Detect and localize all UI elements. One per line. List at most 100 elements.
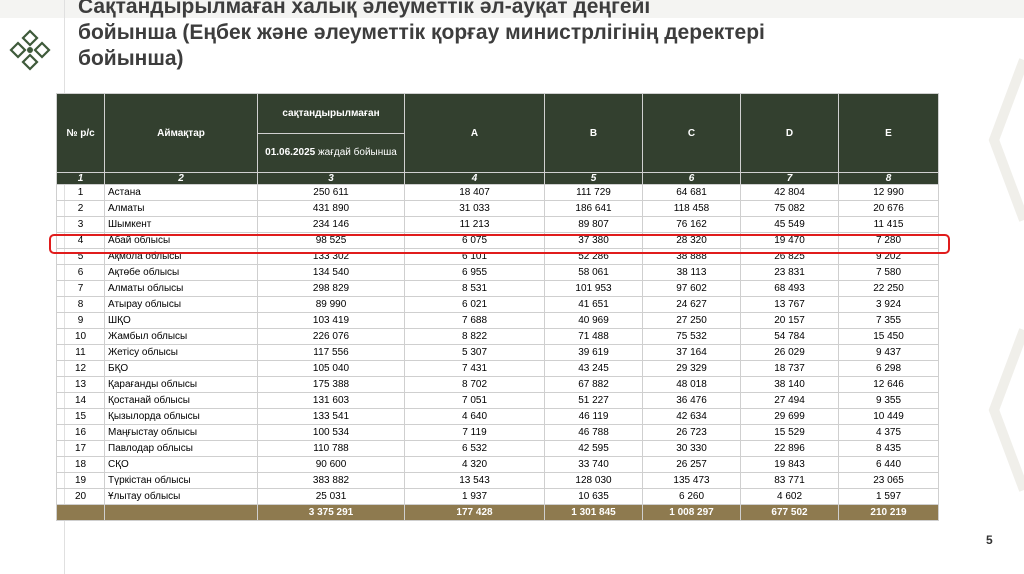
cell-c: 26 257 (642, 456, 741, 473)
cell-c: 30 330 (642, 440, 741, 457)
table-row: 1 Астана 250 611 18 407 111 729 64 681 42 804 1… (56, 184, 939, 201)
cell-region: Ақтөбе облысы (104, 264, 258, 281)
cell-number: 3 (56, 216, 105, 233)
cell-c: 26 723 (642, 424, 741, 441)
cell-uninsured: 431 890 (257, 200, 405, 217)
cell-e: 11 415 (838, 216, 939, 233)
col-number: 6 (642, 172, 741, 185)
cell-c: 36 476 (642, 392, 741, 409)
cell-region: БҚО (104, 360, 258, 377)
cell-a: 5 307 (404, 344, 545, 361)
table-row: 15 Қызылорда облысы 133 541 4 640 46 119 42 6… (56, 408, 939, 425)
cell-number: 9 (56, 312, 105, 329)
total-cell-b: 1 301 845 (544, 504, 643, 521)
table-row: 16 Маңғыстау облысы 100 534 7 119 46 788 26 7… (56, 424, 939, 441)
cell-region: СҚО (104, 456, 258, 473)
cell-region: Павлодар облысы (104, 440, 258, 457)
cell-number: 10 (56, 328, 105, 345)
table-row: 9 ШҚО 103 419 7 688 40 969 27 250 20 157 7 355 (56, 312, 939, 329)
cell-number: 11 (56, 344, 105, 361)
cell-number: 14 (56, 392, 105, 409)
header-e: E (838, 93, 939, 173)
cell-d: 29 699 (740, 408, 839, 425)
cell-c: 6 260 (642, 488, 741, 505)
total-cell-e: 210 219 (838, 504, 939, 521)
cell-region: Қарағанды облысы (104, 376, 258, 393)
col-number: 3 (257, 172, 405, 185)
cell-uninsured: 134 540 (257, 264, 405, 281)
cell-a: 18 407 (404, 184, 545, 201)
col-number: 5 (544, 172, 643, 185)
header-date: 01.06.2025 жағдай бойынша (257, 132, 405, 173)
table-row: 18 СҚО 90 600 4 320 33 740 26 257 19 843 6 440 (56, 456, 939, 473)
page-title: Сақтандырылмаған халық әлеуметтік әл-ауқ… (78, 0, 978, 72)
cell-e: 22 250 (838, 280, 939, 297)
cell-d: 23 831 (740, 264, 839, 281)
col-number: 8 (838, 172, 939, 185)
cell-a: 31 033 (404, 200, 545, 217)
title-line-3: бойынша) (78, 47, 184, 70)
header-date-value: 01.06.2025 (265, 147, 316, 159)
cell-a: 6 532 (404, 440, 545, 457)
table-row: 17 Павлодар облысы 110 788 6 532 42 595 30 33… (56, 440, 939, 457)
cell-c: 37 164 (642, 344, 741, 361)
cell-d: 68 493 (740, 280, 839, 297)
page-number: 5 (986, 533, 993, 547)
cell-uninsured: 226 076 (257, 328, 405, 345)
cell-c: 27 250 (642, 312, 741, 329)
highlight-box (49, 234, 950, 254)
cell-uninsured: 105 040 (257, 360, 405, 377)
cell-region: Астана (104, 184, 258, 201)
table-row: 6 Ақтөбе облысы 134 540 6 955 58 061 38 113 23… (56, 264, 939, 281)
table-row: 3 Шымкент 234 146 11 213 89 807 76 162 45 549 1… (56, 216, 939, 233)
cell-e: 7 580 (838, 264, 939, 281)
cell-a: 13 543 (404, 472, 545, 489)
total-cell-region (104, 504, 258, 521)
header-c: C (642, 93, 741, 173)
cell-region: Алматы (104, 200, 258, 217)
cell-b: 33 740 (544, 456, 643, 473)
cell-number: 19 (56, 472, 105, 489)
cell-e: 10 449 (838, 408, 939, 425)
table-row: 20 Ұлытау облысы 25 031 1 937 10 635 6 260 4 6… (56, 488, 939, 505)
col-number: 4 (404, 172, 545, 185)
cell-uninsured: 103 419 (257, 312, 405, 329)
cell-b: 39 619 (544, 344, 643, 361)
cell-c: 38 113 (642, 264, 741, 281)
col-number: 7 (740, 172, 839, 185)
cell-b: 46 788 (544, 424, 643, 441)
cell-d: 83 771 (740, 472, 839, 489)
table-row: 2 Алматы 431 890 31 033 186 641 118 458 75 082… (56, 200, 939, 217)
cell-c: 42 634 (642, 408, 741, 425)
cell-b: 40 969 (544, 312, 643, 329)
cell-uninsured: 298 829 (257, 280, 405, 297)
column-number-row: 1 2 3 4 5 6 7 8 (56, 172, 939, 185)
cell-a: 8 531 (404, 280, 545, 297)
cell-c: 24 627 (642, 296, 741, 313)
cell-uninsured: 131 603 (257, 392, 405, 409)
cell-a: 4 320 (404, 456, 545, 473)
cell-e: 6 298 (838, 360, 939, 377)
table-row: 7 Алматы облысы 298 829 8 531 101 953 97 602 6… (56, 280, 939, 297)
cell-region: Алматы облысы (104, 280, 258, 297)
cell-d: 18 737 (740, 360, 839, 377)
cell-e: 15 450 (838, 328, 939, 345)
total-cell-a: 177 428 (404, 504, 545, 521)
cell-region: Қостанай облысы (104, 392, 258, 409)
cell-a: 6 021 (404, 296, 545, 313)
cell-region: Түркістан облысы (104, 472, 258, 489)
cell-d: 38 140 (740, 376, 839, 393)
cell-b: 67 882 (544, 376, 643, 393)
cell-e: 20 676 (838, 200, 939, 217)
cell-b: 41 651 (544, 296, 643, 313)
cell-uninsured: 175 388 (257, 376, 405, 393)
cell-uninsured: 383 882 (257, 472, 405, 489)
cell-region: Атырау облысы (104, 296, 258, 313)
table-row: 13 Қарағанды облысы 175 388 8 702 67 882 48 0… (56, 376, 939, 393)
cell-uninsured: 25 031 (257, 488, 405, 505)
cell-b: 42 595 (544, 440, 643, 457)
cell-a: 8 702 (404, 376, 545, 393)
cell-c: 118 458 (642, 200, 741, 217)
cell-a: 7 051 (404, 392, 545, 409)
header-region: Аймақтар (104, 93, 258, 173)
